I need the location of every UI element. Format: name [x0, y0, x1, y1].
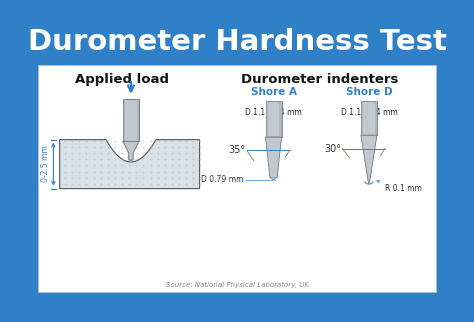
Text: D 1.1 - 1.4 mm: D 1.1 - 1.4 mm: [340, 108, 397, 117]
Text: Source: National Physical Laboratory, UK: Source: National Physical Laboratory, UK: [165, 282, 309, 288]
Text: Durometer Hardness Test: Durometer Hardness Test: [27, 28, 447, 56]
Bar: [123, 99, 139, 141]
Bar: [374, 101, 377, 135]
Bar: [279, 101, 282, 137]
Text: 0-2.5 mm: 0-2.5 mm: [41, 146, 50, 183]
Text: Shore A: Shore A: [251, 87, 297, 97]
Polygon shape: [123, 141, 139, 160]
Text: 30°: 30°: [324, 144, 341, 154]
Bar: [265, 101, 282, 137]
FancyBboxPatch shape: [38, 65, 436, 292]
Text: D 0.79 mm: D 0.79 mm: [201, 175, 243, 184]
Bar: [361, 101, 377, 135]
Bar: [123, 99, 125, 141]
Bar: [361, 101, 363, 135]
Polygon shape: [60, 140, 200, 189]
Text: D 1.1 - 1.4 mm: D 1.1 - 1.4 mm: [245, 108, 302, 117]
Polygon shape: [361, 135, 377, 184]
Text: Durometer indenters: Durometer indenters: [241, 73, 399, 86]
Text: Shore D: Shore D: [346, 87, 392, 97]
Polygon shape: [265, 137, 282, 178]
Text: 35°: 35°: [229, 145, 246, 155]
Bar: [137, 99, 139, 141]
Text: Applied load: Applied load: [75, 73, 169, 86]
Text: R 0.1 mm: R 0.1 mm: [377, 180, 422, 193]
Bar: [265, 101, 268, 137]
